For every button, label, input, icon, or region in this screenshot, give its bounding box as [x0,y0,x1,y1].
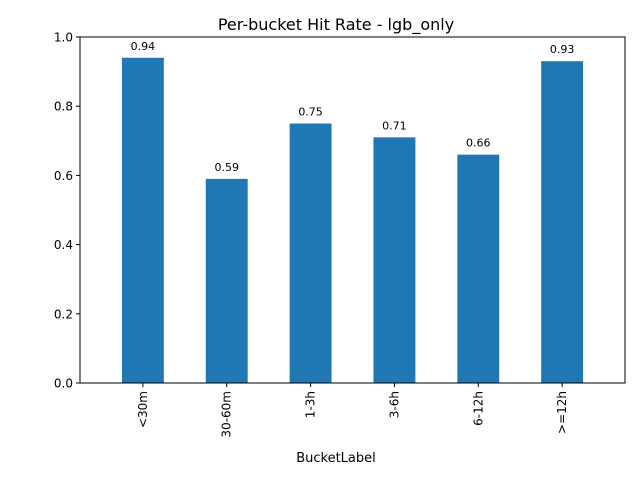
y-tick-label-3: 0.6 [54,169,73,183]
value-label-4: 0.66 [466,137,491,150]
value-label-1: 0.59 [214,161,239,174]
x-tick-label-0: <30m [136,391,150,428]
bar-0 [121,57,164,383]
bar-2 [289,123,332,383]
plot-frame [79,36,626,384]
value-labels-group: 0.94 0.59 0.75 0.71 0.66 0.93 [131,40,575,174]
y-axis: 0.0 0.2 0.4 0.6 0.8 1.0 [54,31,80,391]
bar-5 [541,61,584,383]
y-tick-label-4: 0.8 [54,100,73,114]
x-tick-label-3: 3-6h [387,391,401,418]
value-label-3: 0.71 [382,119,407,132]
bar-1 [205,178,248,383]
x-tick-label-1: 30-60m [220,391,234,438]
x-tick-label-2: 1-3h [304,391,318,418]
x-axis-label: BucketLabel [296,451,376,466]
x-axis: <30m 30-60m 1-3h 3-6h 6-12h >=12h [136,383,569,438]
y-tick-label-1: 0.2 [54,307,73,321]
y-tick-label-2: 0.4 [54,238,73,252]
value-label-5: 0.93 [550,43,575,56]
bar-4 [457,154,500,383]
x-tick-label-5: >=12h [555,391,569,434]
x-tick-label-4: 6-12h [471,391,485,426]
y-tick-label-0: 0.0 [54,377,73,391]
value-label-0: 0.94 [131,40,156,53]
y-tick-label-5: 1.0 [54,31,73,45]
bar-3 [373,137,416,383]
bars-group [121,57,584,383]
chart-title: Per-bucket Hit Rate - lgb_only [218,15,454,35]
value-label-2: 0.75 [298,106,323,119]
